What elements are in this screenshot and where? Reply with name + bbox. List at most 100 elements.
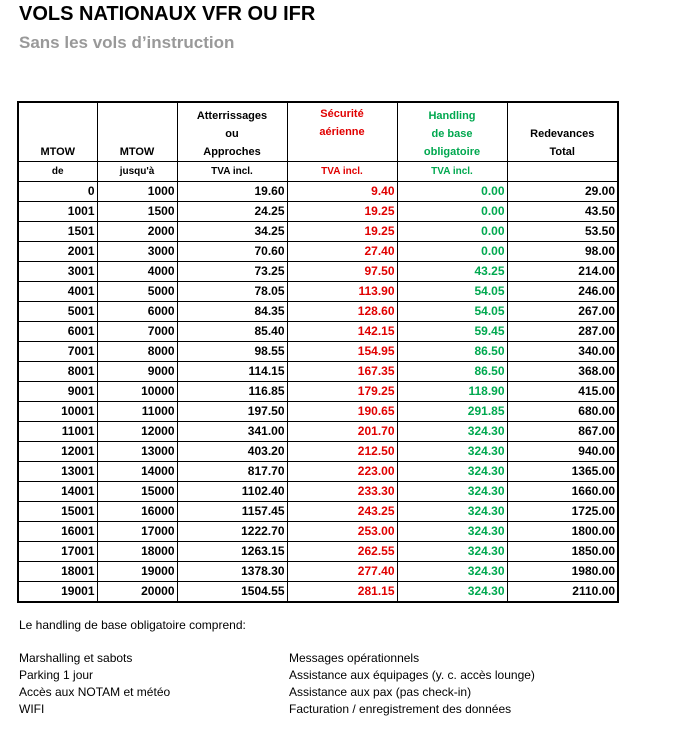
cell: 246.00 (506, 281, 619, 302)
cell: 113.90 (286, 281, 398, 302)
cell: 324.30 (396, 541, 508, 562)
cell: 1850.00 (506, 541, 619, 562)
header-cell: Handling de base obligatoire (396, 101, 508, 162)
cell: 1000 (96, 181, 178, 202)
cell: 16000 (96, 501, 178, 522)
cell: 2000 (96, 221, 178, 242)
cell: 78.05 (176, 281, 288, 302)
cell: 0.00 (396, 221, 508, 242)
cell: 20000 (96, 581, 178, 603)
header-line: MTOW (119, 146, 155, 158)
header-line: Handling (428, 110, 476, 122)
cell: 5000 (96, 281, 178, 302)
cell: 17001 (17, 541, 98, 562)
data-row: 17001 18000 1263.15 262.55 324.30 1850.00 (17, 541, 619, 562)
cell: 8001 (17, 361, 98, 382)
cell: 73.25 (176, 261, 288, 282)
cell: 867.00 (506, 421, 619, 442)
cell: 9.40 (286, 181, 398, 202)
cell: 817.70 (176, 461, 288, 482)
note-item: Messages opérationnels (289, 651, 420, 665)
cell: 128.60 (286, 301, 398, 322)
header-cell: Sécurité aérienne (286, 101, 398, 162)
cell: 53.50 (506, 221, 619, 242)
cell: 142.15 (286, 321, 398, 342)
note-item: Assistance aux pax (pas check-in) (289, 685, 472, 699)
cell: 680.00 (506, 401, 619, 422)
cell: 262.55 (286, 541, 398, 562)
cell: 85.40 (176, 321, 288, 342)
data-row: 10001 11000 197.50 190.65 291.85 680.00 (17, 401, 619, 422)
data-row: 13001 14000 817.70 223.00 324.30 1365.00 (17, 461, 619, 482)
data-row: 14001 15000 1102.40 233.30 324.30 1660.00 (17, 481, 619, 502)
cell: 19001 (17, 581, 98, 603)
cell: 324.30 (396, 561, 508, 582)
header-row: MTOW MTOW Atterrissages ou Approches Sécurité… (17, 101, 619, 162)
cell: 0.00 (396, 201, 508, 222)
subtitle: Sans les vols d’instruction (19, 33, 235, 52)
cell: 19.25 (286, 221, 398, 242)
cell: 403.20 (176, 441, 288, 462)
cell: 2110.00 (506, 581, 619, 603)
cell: 4001 (17, 281, 98, 302)
header-line: obligatoire (423, 146, 481, 158)
fee-table: MTOW MTOW Atterrissages ou Approches Sécurité… (17, 101, 619, 603)
data-row: 16001 17000 1222.70 253.00 324.30 1800.00 (17, 521, 619, 542)
cell: 167.35 (286, 361, 398, 382)
cell: 3000 (96, 241, 178, 262)
cell: 4000 (96, 261, 178, 282)
cell: 54.05 (396, 281, 508, 302)
header-cell: Redevances Total (506, 101, 619, 162)
cell: 10000 (96, 381, 178, 402)
note-item: Accès aux NOTAM et météo (19, 685, 171, 699)
cell: 1725.00 (506, 501, 619, 522)
data-row: 18001 19000 1378.30 277.40 324.30 1980.00 (17, 561, 619, 582)
cell: 98.00 (506, 241, 619, 262)
cell: 277.40 (286, 561, 398, 582)
cell: 9000 (96, 361, 178, 382)
cell: 43.50 (506, 201, 619, 222)
data-row: 5001 6000 84.35 128.60 54.05 267.00 (17, 301, 619, 322)
cell: 214.00 (506, 261, 619, 282)
cell: 324.30 (396, 421, 508, 442)
header-line: Total (549, 146, 575, 158)
cell: 324.30 (396, 461, 508, 482)
cell: 59.45 (396, 321, 508, 342)
cell: 324.30 (396, 481, 508, 502)
header-line: aérienne (319, 126, 365, 138)
cell: 118.90 (396, 381, 508, 402)
cell: 0 (17, 181, 98, 202)
cell: 940.00 (506, 441, 619, 462)
cell: 340.00 (506, 341, 619, 362)
cell: 16001 (17, 521, 98, 542)
cell: 1800.00 (506, 521, 619, 542)
cell: 0.00 (396, 241, 508, 262)
cell: 1263.15 (176, 541, 288, 562)
cell: 253.00 (286, 521, 398, 542)
header-cell: MTOW (17, 101, 98, 162)
header-cell: Atterrissages ou Approches (176, 101, 288, 162)
cell: 1378.30 (176, 561, 288, 582)
cell: 1222.70 (176, 521, 288, 542)
cell: 27.40 (286, 241, 398, 262)
data-row: 12001 13000 403.20 212.50 324.30 940.00 (17, 441, 619, 462)
cell: 12000 (96, 421, 178, 442)
subheader-cell (506, 161, 619, 182)
cell: 97.50 (286, 261, 398, 282)
cell: 114.15 (176, 361, 288, 382)
cell: 15000 (96, 481, 178, 502)
cell: 212.50 (286, 441, 398, 462)
header-line: Sécurité (320, 108, 364, 120)
cell: 341.00 (176, 421, 288, 442)
cell: 19.60 (176, 181, 288, 202)
cell: 6001 (17, 321, 98, 342)
cell: 70.60 (176, 241, 288, 262)
cell: 19000 (96, 561, 178, 582)
data-row: 11001 12000 341.00 201.70 324.30 867.00 (17, 421, 619, 442)
cell: 1157.45 (176, 501, 288, 522)
cell: 18000 (96, 541, 178, 562)
cell: 13001 (17, 461, 98, 482)
cell: 1980.00 (506, 561, 619, 582)
cell: 1001 (17, 201, 98, 222)
